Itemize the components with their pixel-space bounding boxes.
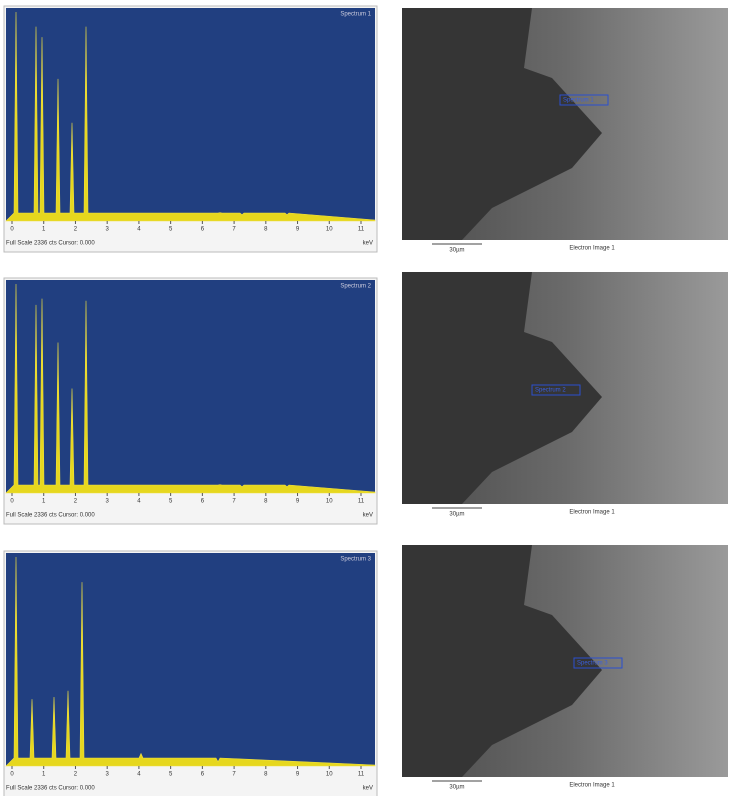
x-tick-label: 1 [42, 227, 46, 233]
spectrum-plot [6, 280, 375, 493]
x-tick-label: 4 [137, 499, 141, 505]
x-tick-label: 0 [10, 772, 14, 778]
x-tick-label: 7 [232, 499, 236, 505]
spectrum-label: Spectrum 2 [340, 284, 371, 290]
x-tick-label: 11 [358, 227, 365, 233]
x-tick-label: 8 [264, 772, 268, 778]
spectrum-label: Spectrum 1 [340, 12, 371, 18]
x-tick-label: 10 [326, 499, 333, 505]
x-tick-label: 0 [10, 227, 14, 233]
spectrum-label: Spectrum 3 [340, 557, 371, 563]
spectrum-plot [6, 553, 375, 766]
x-tick-label: 9 [296, 772, 300, 778]
image-caption: Electron Image 1 [569, 783, 615, 789]
x-tick-label: 5 [169, 499, 173, 505]
spot-marker [531, 384, 581, 396]
spot-marker [573, 657, 623, 669]
spectrum-footer: Full Scale 2336 cts Cursor: 0.000 [6, 786, 95, 792]
x-tick-label: 6 [201, 772, 205, 778]
spectrum-footer: Full Scale 2336 cts Cursor: 0.000 [6, 241, 95, 247]
sem-rock [402, 545, 602, 777]
x-tick-label: 10 [326, 772, 333, 778]
x-tick-label: 10 [326, 227, 333, 233]
x-tick-label: 5 [169, 772, 173, 778]
sem-rock [402, 272, 602, 504]
x-tick-label: 8 [264, 499, 268, 505]
sem-rock [402, 8, 602, 240]
caption-bar [402, 240, 728, 254]
scale-label: 30µm [449, 785, 464, 791]
x-tick-label: 3 [106, 499, 110, 505]
x-tick-label: 8 [264, 227, 268, 233]
image-caption: Electron Image 1 [569, 510, 615, 516]
spot-label: Spectrum 2 [535, 388, 566, 394]
caption-bar [402, 777, 728, 791]
x-unit: keV [363, 513, 373, 519]
spectrum-plot [6, 8, 375, 221]
x-unit: keV [363, 241, 373, 247]
x-unit: keV [363, 786, 373, 792]
x-tick-label: 3 [106, 227, 110, 233]
x-tick-label: 0 [10, 499, 14, 505]
x-tick-label: 4 [137, 227, 141, 233]
image-caption: Electron Image 1 [569, 246, 615, 252]
x-tick-label: 6 [201, 499, 205, 505]
x-tick-label: 1 [42, 772, 46, 778]
x-tick-label: 7 [232, 227, 236, 233]
x-tick-label: 2 [74, 227, 78, 233]
spot-label: Spectrum 3 [577, 661, 608, 667]
x-tick-label: 9 [296, 499, 300, 505]
x-tick-label: 4 [137, 772, 141, 778]
spot-label: Spectrum 1 [563, 98, 594, 104]
scale-label: 30µm [449, 512, 464, 518]
x-tick-label: 11 [358, 499, 365, 505]
x-tick-label: 2 [74, 772, 78, 778]
x-tick-label: 2 [74, 499, 78, 505]
x-tick-label: 3 [106, 772, 110, 778]
x-tick-label: 9 [296, 227, 300, 233]
x-tick-label: 5 [169, 227, 173, 233]
x-tick-label: 6 [201, 227, 205, 233]
scale-label: 30µm [449, 248, 464, 254]
x-tick-label: 7 [232, 772, 236, 778]
x-tick-label: 11 [358, 772, 365, 778]
caption-bar [402, 504, 728, 518]
spectrum-trace [5, 11, 376, 222]
x-tick-label: 1 [42, 499, 46, 505]
spectrum-trace [5, 283, 376, 494]
spectrum-trace [5, 556, 376, 767]
spectrum-footer: Full Scale 2336 cts Cursor: 0.000 [6, 513, 95, 519]
spot-marker [559, 94, 609, 106]
